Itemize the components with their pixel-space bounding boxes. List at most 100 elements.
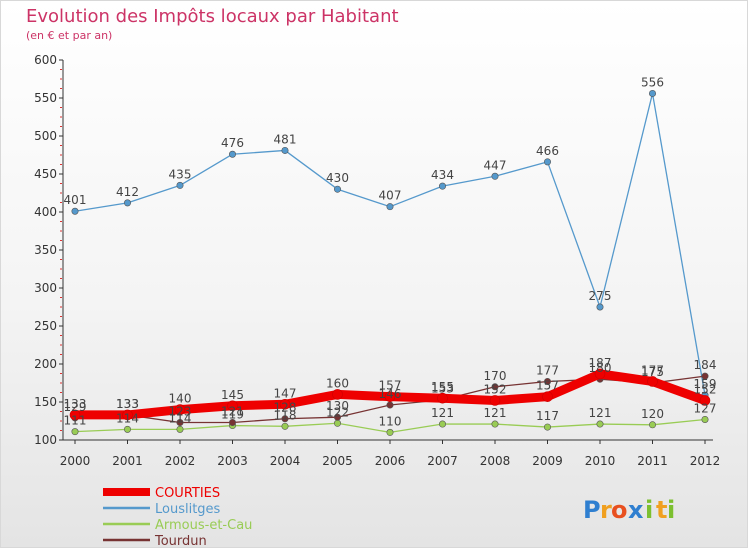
data-label: 133 — [64, 397, 87, 411]
data-label: 121 — [484, 406, 507, 420]
y-tick-label: 300 — [34, 281, 57, 295]
data-label: 146 — [379, 387, 402, 401]
data-point — [71, 428, 79, 436]
data-label: 407 — [379, 189, 402, 203]
data-label: 180 — [589, 361, 612, 375]
data-label: 117 — [536, 409, 559, 423]
data-point — [489, 395, 501, 406]
data-point — [491, 172, 499, 180]
data-point — [281, 422, 289, 430]
x-tick-label: 2009 — [532, 454, 563, 468]
data-point — [437, 392, 448, 404]
data-point — [386, 428, 394, 436]
data-point — [227, 400, 238, 412]
data-label: 121 — [431, 406, 454, 420]
data-label: 481 — [274, 132, 297, 146]
x-tick-label: 2010 — [585, 454, 616, 468]
data-point — [438, 420, 446, 428]
data-label: 556 — [641, 75, 664, 89]
data-point — [648, 421, 656, 429]
logo-letter: i — [667, 496, 675, 524]
data-label: 121 — [589, 406, 612, 420]
x-tick-label: 2011 — [637, 454, 668, 468]
x-tick-label: 2005 — [322, 454, 353, 468]
data-point — [124, 425, 132, 433]
data-point — [279, 398, 291, 410]
data-point — [122, 409, 133, 421]
data-label: 147 — [274, 386, 297, 400]
y-tick-label: 250 — [34, 319, 57, 333]
data-point — [701, 372, 709, 380]
data-label: 476 — [221, 136, 244, 150]
data-point — [386, 203, 394, 211]
data-label: 133 — [116, 397, 139, 411]
logo-letter: t — [656, 496, 667, 524]
data-label: 177 — [641, 363, 664, 377]
data-label: 184 — [694, 358, 717, 372]
data-label: 119 — [221, 408, 244, 422]
data-label: 153 — [431, 382, 454, 396]
data-label: 118 — [274, 408, 297, 422]
data-point — [543, 158, 551, 166]
data-point — [543, 423, 551, 431]
logo-letter: r — [600, 496, 612, 524]
data-label: 157 — [379, 379, 402, 393]
data-label: 122 — [326, 405, 349, 419]
data-label: 129 — [64, 400, 87, 414]
y-tick-label: 450 — [34, 167, 57, 181]
data-label: 130 — [326, 399, 349, 413]
x-tick-label: 2012 — [690, 454, 721, 468]
y-tick-label: 100 — [34, 433, 57, 447]
data-label: 145 — [221, 388, 244, 402]
y-tick-label: 350 — [34, 243, 57, 257]
y-tick-label: 550 — [34, 91, 57, 105]
x-tick-label: 2001 — [112, 454, 143, 468]
data-point — [281, 415, 289, 423]
data-point — [176, 425, 184, 433]
data-point — [124, 199, 132, 207]
data-label: 160 — [326, 376, 349, 390]
data-point — [543, 377, 551, 385]
legend-label: Louslitges — [155, 502, 221, 517]
series-line-louslitges — [74, 92, 706, 396]
data-point — [281, 146, 289, 154]
data-label: 152 — [694, 382, 717, 396]
legend-label: Tourdun — [154, 534, 207, 549]
legend-label: Armous-et-Cau — [155, 518, 252, 533]
y-tick-label: 600 — [34, 53, 57, 67]
data-point — [491, 420, 499, 428]
data-label: 133 — [116, 397, 139, 411]
data-label: 412 — [116, 185, 139, 199]
data-point — [594, 368, 606, 380]
y-tick-label: 150 — [34, 395, 57, 409]
legend-label: COURTIES — [155, 486, 220, 501]
data-point — [229, 150, 237, 158]
x-tick-label: 2004 — [270, 454, 301, 468]
data-point — [386, 401, 394, 409]
data-label: 111 — [64, 414, 87, 428]
data-point — [596, 420, 604, 428]
data-point — [69, 409, 81, 421]
data-point — [332, 389, 343, 400]
data-label: 123 — [169, 405, 192, 419]
data-point — [384, 391, 396, 402]
data-label: 140 — [169, 392, 192, 406]
data-label: 466 — [536, 144, 559, 158]
x-tick-label: 2000 — [60, 454, 91, 468]
x-tick-label: 2002 — [165, 454, 196, 468]
data-point — [701, 415, 709, 423]
data-point — [176, 181, 184, 189]
data-label: 155 — [431, 380, 454, 394]
data-label: 401 — [64, 193, 87, 207]
data-point — [333, 413, 341, 421]
data-label: 175 — [641, 365, 664, 379]
data-label: 159 — [694, 377, 717, 391]
data-label: 170 — [484, 369, 507, 383]
data-label: 435 — [169, 167, 192, 181]
data-label: 114 — [169, 411, 192, 425]
logo-letter: i — [645, 496, 653, 524]
data-label: 127 — [694, 401, 717, 415]
data-point — [491, 383, 499, 391]
